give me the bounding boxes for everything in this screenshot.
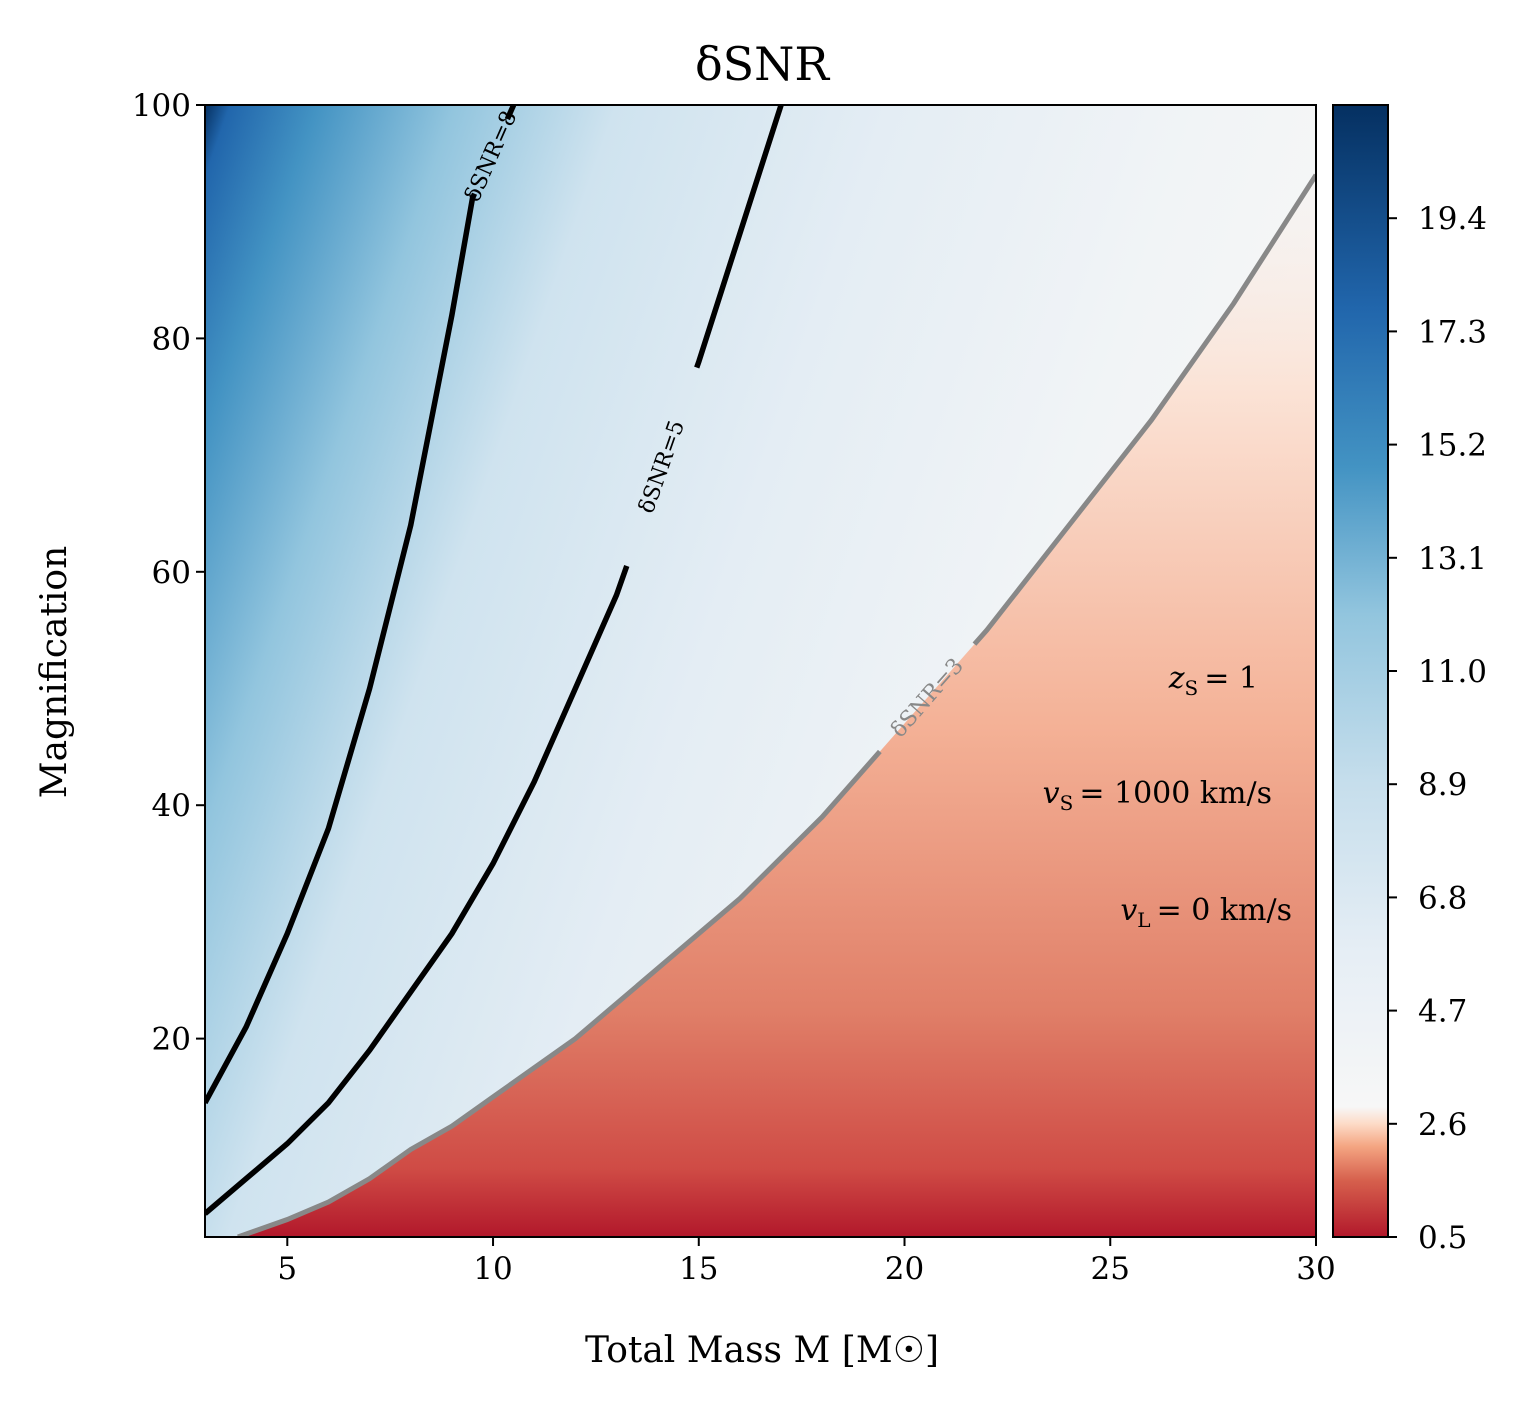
y-tick-label: 20 [152,1022,191,1058]
annotation-vl-rest: = 0 km/s [1157,893,1292,928]
annotation-zs-var: z [1168,661,1185,696]
annotation-vs-rest: = 1000 km/s [1079,776,1272,811]
contour-line [205,192,478,1105]
colorbar-tick-label: 17.3 [1418,314,1487,350]
x-axis-ticks: 5 10 15 20 25 30 [277,1237,1336,1287]
contour-line [504,105,517,121]
heatmap-red-region [205,105,1316,1237]
y-tick-label: 100 [132,88,191,124]
annotation-zs-sub: S [1185,676,1199,700]
plot-frame [204,104,1317,1238]
y-tick-label: 60 [152,555,191,591]
y-tick-label: 40 [152,788,191,824]
x-tick-label: 20 [885,1251,924,1287]
contour-line [205,565,630,1216]
svg-text:zS= 1: zS = 1 [1168,661,1258,700]
x-tick-label: 10 [473,1251,512,1287]
annotation-vl-sub: L [1137,908,1150,932]
colorbar-tick-label: 8.9 [1418,767,1467,803]
colorbar-tick-label: 6.8 [1418,880,1467,916]
annotation-vs-sub: S [1060,791,1074,815]
y-tick-label: 80 [152,321,191,357]
colorbar-tick-label: 15.2 [1418,428,1487,464]
x-tick-label: 30 [1296,1251,1335,1287]
x-tick-label: 15 [679,1251,718,1287]
colorbar-ticks: 0.5 2.6 4.7 6.8 8.9 11.0 13.1 15.2 17.3 19.4 [1388,201,1487,1256]
svg-text:vS= 1000 km/s: vS = 1000 km/s [1043,776,1272,815]
contour-lines [205,105,1316,1237]
y-axis-label: Magnification [34,546,75,799]
annotation-zs: zS = 1 [1168,661,1258,700]
contour-line [694,105,784,369]
colorbar-tick-label: 11.0 [1418,654,1487,690]
colorbar-tick-label: 4.7 [1418,994,1467,1030]
annotation-vs: vS = 1000 km/s [1043,776,1272,815]
chart-title: δSNR [695,37,830,91]
x-tick-label: 5 [277,1251,297,1287]
colorbar [1332,104,1389,1238]
annotation-vl-var: v [1120,893,1137,928]
colorbar-tick-label: 19.4 [1418,201,1487,237]
svg-text:vL= 0 km/s: vL = 0 km/s [1120,893,1292,932]
annotation-zs-rest: = 1 [1204,661,1258,696]
contour-line [237,749,882,1237]
colorbar-tick-label: 2.6 [1418,1107,1467,1143]
annotation-vs-var: v [1043,776,1060,811]
annotation-vl: vL = 0 km/s [1120,893,1292,932]
x-tick-label: 25 [1091,1251,1130,1287]
contour-line [972,173,1316,646]
colorbar-tick-label: 13.1 [1418,541,1487,577]
x-axis-label: Total Mass M [M☉] [585,1330,939,1371]
y-axis-ticks: 20 40 60 80 100 [132,88,205,1058]
colorbar-tick-label: 0.5 [1418,1220,1467,1256]
